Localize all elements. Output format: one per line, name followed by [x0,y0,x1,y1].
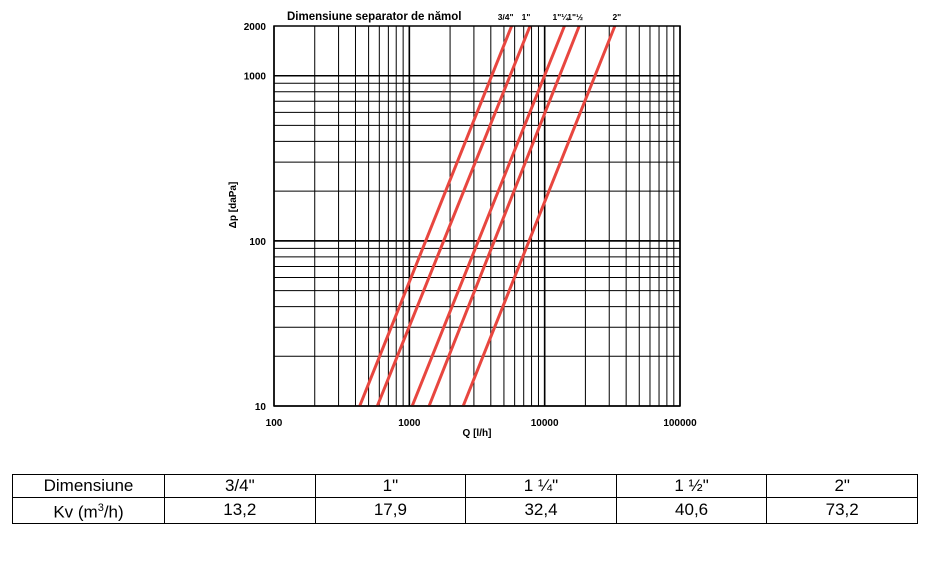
x-tick-label: 1000 [398,418,421,429]
size-cell: 1" [314,474,467,498]
table-row-size: Dimensiune 3/4" 1" 1 ¼" 1 ½" 2" [12,474,918,498]
x-tick-label: 100 [266,418,283,429]
chart-series-lines [358,25,617,407]
size-cell: 3/4" [164,474,316,498]
size-cell: 1 ¼" [465,474,617,498]
kv-cell: 17,9 [314,497,467,524]
series-line [375,25,532,407]
kv-cell: 73,2 [766,497,918,524]
kv-label-end: /h) [103,502,124,522]
series-line [358,25,514,407]
y-axis-label: Δp [daPa] [228,182,239,229]
legend-label: 1"½ [567,12,583,22]
series-line [461,25,617,407]
x-tick-label: 10000 [531,418,559,429]
row-header-kv: Kv (m3/h) [12,497,165,524]
y-tick-label: 1000 [244,72,267,83]
chart-grid [273,25,681,407]
row-header-dimensiune: Dimensiune [12,474,165,498]
series-line [427,25,581,407]
chart-title: Dimensiune separator de nămol [287,11,461,23]
x-tick-labels: 100 1000 10000 100000 [266,418,697,429]
legend-label: 1"¼ [553,12,570,22]
x-tick-label: 100000 [663,418,697,429]
y-tick-label: 100 [249,237,266,248]
size-cell: 2" [766,474,918,498]
legend-label: 1" [522,12,531,22]
x-axis-label: Q [l/h] [463,428,492,439]
pressure-drop-chart: 100 1000 10000 100000 10 100 1000 2000 Dimensi… [228,11,697,439]
kv-table: Dimensiune 3/4" 1" 1 ¼" 1 ½" 2" Kv (m3/h… [12,474,918,524]
kv-cell: 32,4 [465,497,617,524]
table-row-kv: Kv (m3/h) 13,2 17,9 32,4 40,6 73,2 [12,497,918,524]
chart-legend: 3/4" 1" 1"¼1"½ 2" [498,12,622,22]
kv-label-main: Kv (m [53,502,98,522]
size-cell: 1 ½" [615,474,768,498]
y-tick-labels: 10 100 1000 2000 [244,22,267,413]
legend-label: 3/4" [498,12,514,22]
kv-cell: 40,6 [615,497,768,524]
kv-label-superscript: 3 [97,502,104,514]
kv-cell: 13,2 [164,497,316,524]
plot-border [273,25,681,407]
y-tick-label: 2000 [244,22,267,33]
y-tick-label: 10 [255,402,267,413]
series-line [410,25,566,407]
legend-label: 2" [612,12,621,22]
